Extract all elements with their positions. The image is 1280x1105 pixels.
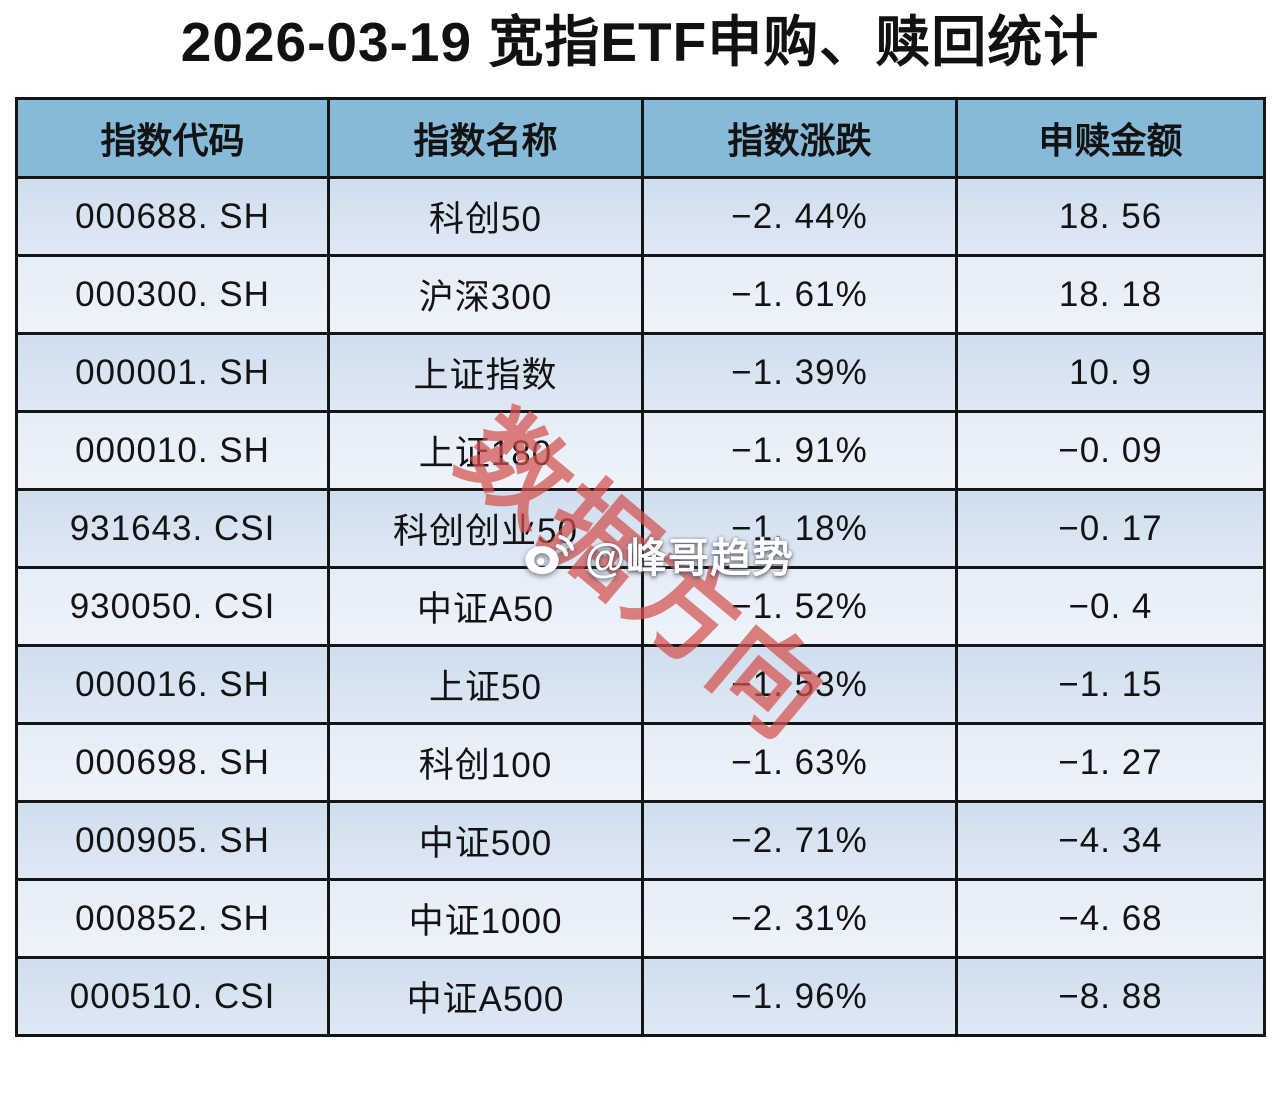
col-header-index-name: 指数名称 (327, 97, 644, 179)
cell-index-change: −1. 39% (641, 332, 958, 413)
cell-amount: −0. 17 (955, 488, 1266, 569)
cell-index-name: 上证指数 (327, 332, 644, 413)
cell-index-name: 中证1000 (327, 878, 644, 959)
col-header-sub-redeem-amount: 申赎金额 (955, 97, 1266, 179)
cell-index-code: 000010. SH (15, 410, 330, 491)
cell-index-code: 000852. SH (15, 878, 330, 959)
cell-index-change: −1. 63% (641, 722, 958, 803)
cell-amount: −0. 09 (955, 410, 1266, 491)
cell-index-name: 中证A50 (327, 566, 644, 647)
cell-index-name: 上证50 (327, 644, 644, 725)
cell-amount: 18. 56 (955, 176, 1266, 257)
table-row: 000852. SH 中证1000 −2. 31% −4. 68 (15, 878, 1266, 959)
cell-index-name: 上证180 (327, 410, 644, 491)
cell-index-name: 科创创业50 (327, 488, 644, 569)
cell-index-change: −1. 53% (641, 644, 958, 725)
cell-amount: −8. 88 (955, 956, 1266, 1037)
table-row: 000688. SH 科创50 −2. 44% 18. 56 (15, 176, 1266, 257)
cell-index-change: −1. 96% (641, 956, 958, 1037)
cell-index-code: 000905. SH (15, 800, 330, 881)
table-row: 000510. CSI 中证A500 −1. 96% −8. 88 (15, 956, 1266, 1037)
cell-index-change: −1. 61% (641, 254, 958, 335)
cell-amount: −4. 34 (955, 800, 1266, 881)
cell-index-code: 000001. SH (15, 332, 330, 413)
cell-index-code: 000016. SH (15, 644, 330, 725)
etf-stats-table: 指数代码 指数名称 指数涨跌 申赎金额 000688. SH 科创50 −2. 44… (15, 97, 1266, 1037)
table-row: 000300. SH 沪深300 −1. 61% 18. 18 (15, 254, 1266, 335)
cell-index-name: 中证A500 (327, 956, 644, 1037)
cell-index-code: 930050. CSI (15, 566, 330, 647)
cell-index-change: −1. 91% (641, 410, 958, 491)
page-title: 2026-03-19 宽指ETF申购、赎回统计 (180, 11, 1100, 73)
cell-index-change: −2. 71% (641, 800, 958, 881)
cell-amount: −1. 27 (955, 722, 1266, 803)
table-row: 000010. SH 上证180 −1. 91% −0. 09 (15, 410, 1266, 491)
cell-amount: −1. 15 (955, 644, 1266, 725)
cell-index-name: 科创100 (327, 722, 644, 803)
cell-index-name: 中证500 (327, 800, 644, 881)
cell-index-change: −1. 52% (641, 566, 958, 647)
cell-index-code: 000510. CSI (15, 956, 330, 1037)
cell-index-code: 000688. SH (15, 176, 330, 257)
cell-index-change: −2. 31% (641, 878, 958, 959)
col-header-index-change: 指数涨跌 (641, 97, 958, 179)
cell-amount: 18. 18 (955, 254, 1266, 335)
table-row: 000001. SH 上证指数 −1. 39% 10. 9 (15, 332, 1266, 413)
cell-index-code: 000698. SH (15, 722, 330, 803)
cell-index-code: 000300. SH (15, 254, 330, 335)
table-row: 931643. CSI 科创创业50 −1. 18% −0. 17 (15, 488, 1266, 569)
table-row: 000698. SH 科创100 −1. 63% −1. 27 (15, 722, 1266, 803)
cell-index-name: 沪深300 (327, 254, 644, 335)
table-row: 000016. SH 上证50 −1. 53% −1. 15 (15, 644, 1266, 725)
cell-amount: −0. 4 (955, 566, 1266, 647)
table-row: 000905. SH 中证500 −2. 71% −4. 34 (15, 800, 1266, 881)
cell-amount: 10. 9 (955, 332, 1266, 413)
cell-index-change: −2. 44% (641, 176, 958, 257)
cell-amount: −4. 68 (955, 878, 1266, 959)
table-row: 930050. CSI 中证A50 −1. 52% −0. 4 (15, 566, 1266, 647)
cell-index-name: 科创50 (327, 176, 644, 257)
cell-index-change: −1. 18% (641, 488, 958, 569)
col-header-index-code: 指数代码 (15, 97, 330, 179)
table-header-row: 指数代码 指数名称 指数涨跌 申赎金额 (15, 97, 1266, 179)
cell-index-code: 931643. CSI (15, 488, 330, 569)
